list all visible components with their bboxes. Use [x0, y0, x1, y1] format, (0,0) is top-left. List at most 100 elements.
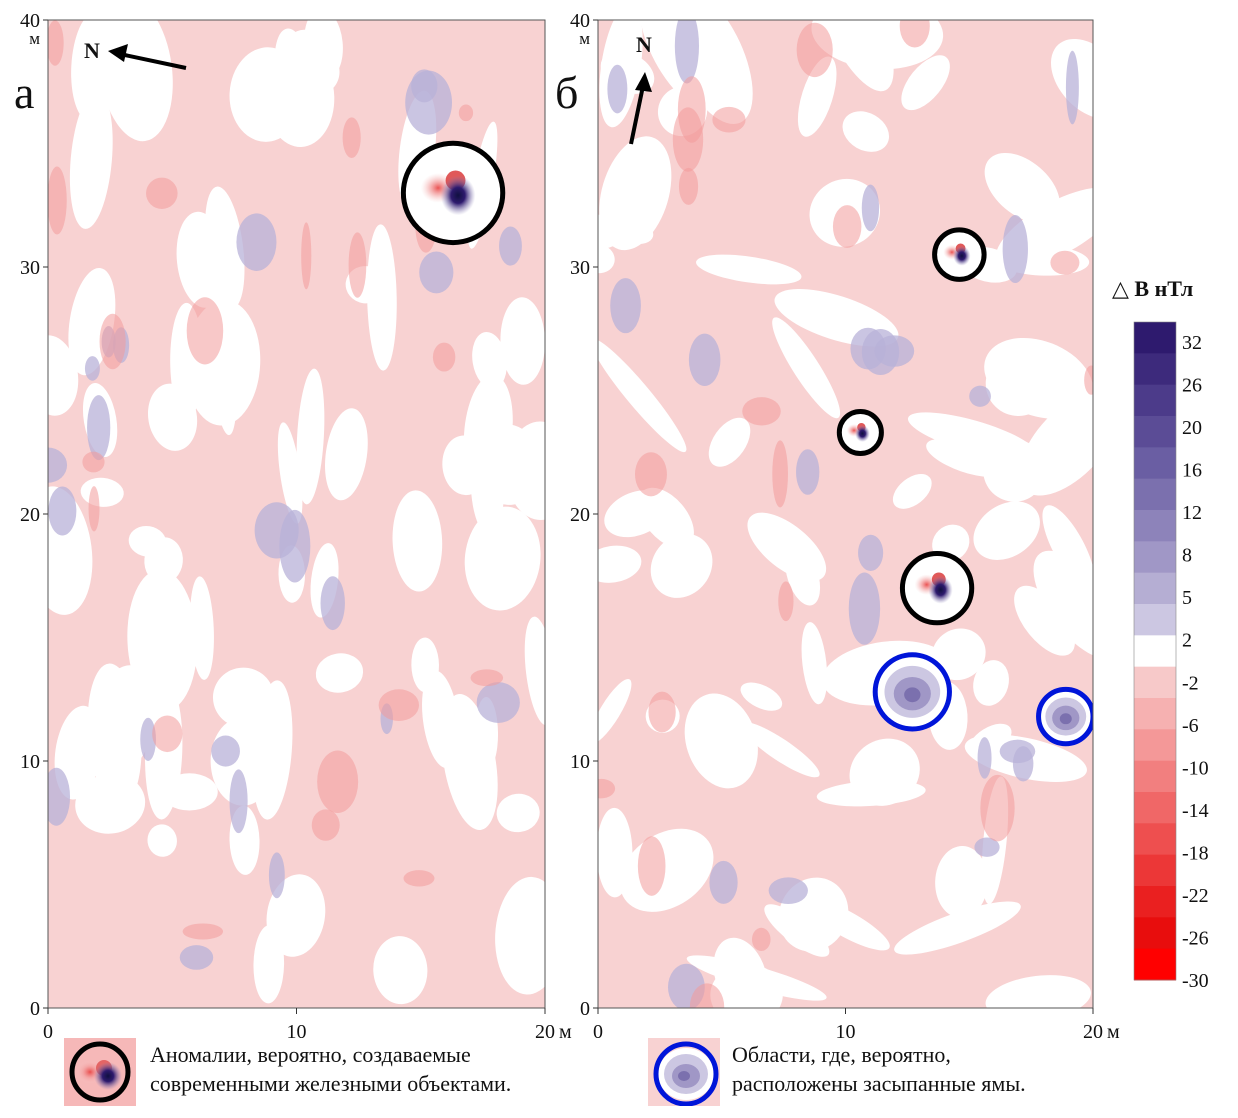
field-patch-negative — [796, 22, 833, 78]
field-patch-neutral — [598, 807, 633, 898]
field-patch-negative — [751, 927, 771, 951]
x-unit-label: м — [1107, 1021, 1120, 1043]
colorbar-tick-label: 26 — [1182, 375, 1202, 397]
field-patch-negative — [182, 923, 224, 940]
iron-anomaly-positive — [928, 575, 953, 604]
field-patch-positive — [48, 767, 71, 826]
field-patch-negative — [186, 297, 224, 365]
field-patch-negative — [152, 715, 183, 753]
field-patch-positive — [84, 356, 100, 381]
field-patch-positive — [709, 860, 738, 904]
field-patch-positive — [768, 877, 808, 904]
legend-pit-circle-icon — [653, 1041, 719, 1106]
field-patch-positive — [229, 769, 248, 834]
panel-b-north-label: N — [636, 32, 652, 57]
field-patch-positive — [236, 213, 277, 271]
field-patch-negative — [432, 342, 456, 372]
field-patch-neutral — [373, 936, 428, 1005]
field-patch-neutral — [1014, 585, 1075, 656]
field-patch-neutral — [816, 780, 926, 807]
panel-b-letter: б — [555, 67, 578, 118]
field-patch-neutral — [176, 211, 227, 308]
field-patch-neutral — [367, 224, 397, 371]
legend-iron-text: Аномалии, вероятно, создаваемые современ… — [150, 1040, 511, 1098]
field-patch-positive — [861, 184, 880, 232]
field-patch-positive — [87, 395, 111, 461]
field-patch-neutral — [985, 349, 1053, 416]
field-patch-neutral — [740, 721, 820, 778]
iron-anomaly-circle — [836, 408, 884, 457]
colorbar-swatch — [1134, 322, 1176, 354]
field-patch-neutral — [604, 490, 669, 538]
field-patch-neutral — [392, 490, 443, 592]
legend-pit-line-2: расположены засыпанные ямы. — [732, 1071, 1026, 1096]
y-tick-label: 20 — [20, 504, 40, 526]
field-patch-neutral — [472, 331, 507, 389]
field-patch-neutral — [266, 874, 326, 957]
x-tick-label: 0 — [593, 1021, 603, 1043]
colorbar-tick-label: -22 — [1182, 885, 1209, 907]
y-tick-label: 10 — [20, 751, 40, 773]
field-patch-negative — [317, 750, 359, 813]
field-patch-neutral — [293, 48, 340, 96]
field-patch-negative — [146, 177, 178, 209]
colorbar: △ B нТл 32 26 20 16 12 8 5 2 -2 -6 -10 -14 -18 -22 -26… — [1112, 276, 1209, 992]
field-patch-neutral — [842, 111, 890, 152]
x-tick-label: 20 — [1083, 1021, 1103, 1043]
field-patch-neutral — [277, 422, 303, 524]
field-patch-neutral — [901, 55, 950, 111]
field-patch-neutral — [147, 824, 177, 857]
colorbar-swatch — [1134, 698, 1176, 730]
colorbar-swatch — [1134, 948, 1176, 981]
y-tick-label: 30 — [20, 257, 40, 279]
field-patch-negative — [637, 836, 666, 896]
colorbar-swatch — [1134, 510, 1176, 542]
field-patch-neutral — [441, 694, 498, 831]
field-patch-neutral — [315, 653, 364, 693]
colorbar-swatch — [1134, 760, 1176, 793]
x-tick-label: 10 — [287, 1021, 307, 1043]
field-patch-neutral — [797, 56, 837, 137]
colorbar-tick-label: 5 — [1182, 587, 1192, 609]
field-patch-negative — [403, 870, 435, 887]
x-tick-label: 20 — [535, 1021, 555, 1043]
field-patch-positive — [977, 737, 992, 779]
colorbar-tick-label: -6 — [1182, 715, 1199, 737]
colorbar-ticks: 32 26 20 16 12 8 5 2 -2 -6 -10 -14 -18 -22 -26 -30 — [1182, 332, 1209, 992]
panel-a-north-arrow-icon — [108, 44, 187, 70]
colorbar-swatch — [1134, 854, 1176, 887]
field-patch-neutral — [496, 793, 540, 833]
field-patch-neutral — [598, 338, 687, 453]
field-patch-neutral — [616, 219, 654, 244]
field-patch-neutral — [189, 576, 214, 680]
colorbar-swatch — [1134, 604, 1176, 636]
legend-iron-swatch — [64, 1038, 136, 1106]
colorbar-tick-label: -10 — [1182, 757, 1209, 779]
colorbar-tick-label: 32 — [1182, 332, 1202, 354]
field-patch-positive — [48, 486, 77, 536]
panel-a-letter: а — [14, 67, 34, 118]
y-tick-label: 30 — [570, 257, 590, 279]
field-patch-positive — [688, 333, 721, 387]
field-patch-positive — [674, 20, 700, 84]
field-patch-neutral — [1042, 505, 1093, 591]
field-patch-neutral — [708, 417, 751, 467]
colorbar-tick-label: -30 — [1182, 970, 1209, 992]
field-patch-neutral — [229, 47, 305, 142]
colorbar-tick-label: 8 — [1182, 545, 1192, 567]
field-patch-neutral — [650, 533, 713, 598]
field-patch-neutral — [684, 693, 758, 789]
pit-core — [1059, 713, 1072, 725]
panel-a-north-label: N — [84, 38, 100, 63]
field-patch-neutral — [686, 955, 827, 1001]
field-patch-positive — [796, 449, 820, 495]
field-patch-neutral — [1033, 550, 1093, 659]
x-tick-label: 0 — [43, 1021, 53, 1043]
field-patch-neutral — [325, 408, 368, 501]
field-patch-negative — [348, 232, 367, 298]
colorbar-tick-label: 16 — [1182, 460, 1202, 482]
legend-iron-circle-icon — [69, 1041, 131, 1103]
